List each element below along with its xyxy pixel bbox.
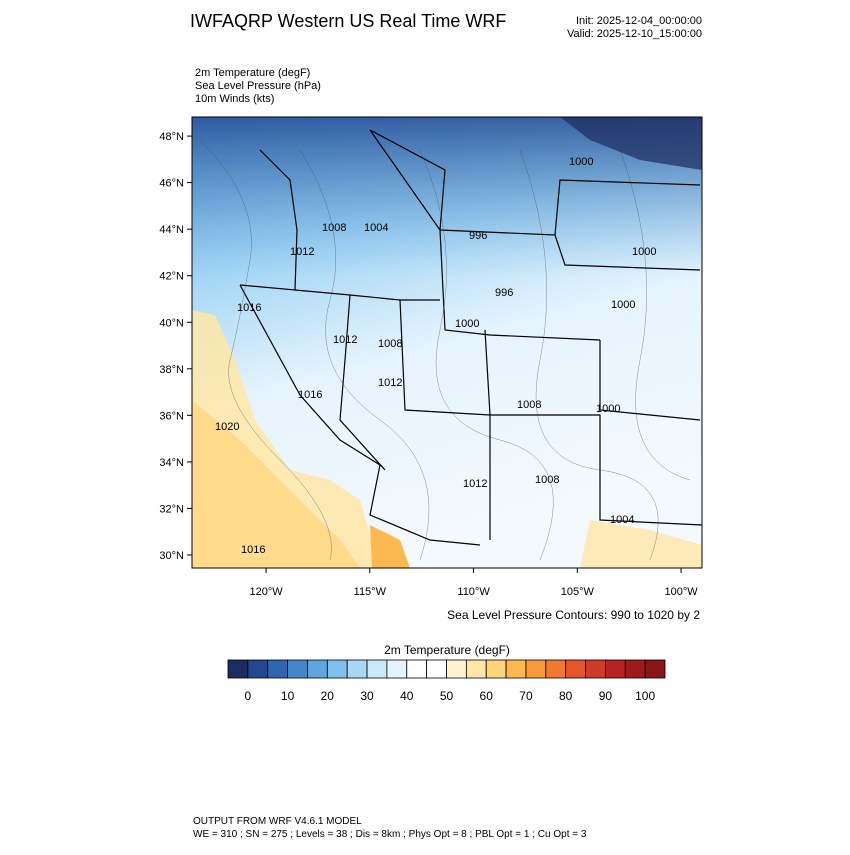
colorbar-box bbox=[247, 659, 269, 679]
field-label: 2m Temperature (degF) bbox=[195, 67, 310, 79]
contour-label: 1016 bbox=[298, 389, 322, 401]
colorbar-label: 70 bbox=[519, 689, 533, 703]
contour-label: 1008 bbox=[535, 474, 559, 486]
contour-label: 1000 bbox=[611, 299, 635, 311]
y-tick-label: 32°N bbox=[159, 503, 184, 515]
contour-labels: 1000 1008 1004 996 1012 1000 996 1000 10… bbox=[215, 156, 656, 556]
x-tick-label: 105°W bbox=[561, 586, 595, 598]
colorbar-box bbox=[446, 659, 467, 679]
contour-label: 996 bbox=[495, 287, 513, 299]
colorbar-box bbox=[644, 659, 666, 679]
footer-line: OUTPUT FROM WRF V4.6.1 MODEL bbox=[193, 816, 362, 827]
colorbar-box bbox=[366, 659, 388, 679]
contour-label: 1012 bbox=[378, 377, 402, 389]
contour-note: Sea Level Pressure Contours: 990 to 1020… bbox=[447, 608, 700, 622]
colorbar-box bbox=[605, 659, 626, 679]
contour-label: 996 bbox=[469, 230, 487, 242]
y-tick-label: 44°N bbox=[159, 224, 184, 236]
contour-label: 1008 bbox=[378, 338, 402, 350]
y-tick-label: 40°N bbox=[159, 317, 184, 329]
colorbar-label: 20 bbox=[321, 689, 335, 703]
colorbar-label: 50 bbox=[440, 689, 454, 703]
init-time: Init: 2025-12-04_00:00:00 bbox=[576, 15, 702, 27]
colorbar-box bbox=[465, 659, 487, 679]
colorbar-box bbox=[426, 659, 447, 679]
contour-label: 1000 bbox=[632, 246, 656, 258]
colorbar-label: 10 bbox=[281, 689, 295, 703]
y-tick-label: 30°N bbox=[159, 550, 184, 562]
colorbar-box bbox=[346, 659, 368, 679]
colorbar-label: 90 bbox=[599, 689, 613, 703]
x-tick-label: 120°W bbox=[250, 586, 284, 598]
colorbar-box bbox=[505, 659, 527, 679]
contour-label: 1000 bbox=[569, 156, 593, 168]
colorbar-label: 30 bbox=[360, 689, 374, 703]
colorbar-label: 0 bbox=[245, 689, 252, 703]
colorbar-box bbox=[545, 659, 567, 679]
contour-label: 1016 bbox=[237, 302, 261, 314]
y-tick-label: 42°N bbox=[159, 271, 184, 283]
field-label: Sea Level Pressure (hPa) bbox=[195, 80, 321, 92]
contour-label: 1004 bbox=[364, 222, 388, 234]
colorbar-box bbox=[585, 659, 606, 679]
colorbar-box bbox=[624, 659, 646, 679]
contour-label: 1000 bbox=[596, 403, 620, 415]
colorbar-box bbox=[525, 659, 547, 679]
y-tick-label: 46°N bbox=[159, 178, 184, 190]
contour-label: 1020 bbox=[215, 421, 239, 433]
colorbar-box bbox=[307, 659, 328, 679]
colorbar-box bbox=[267, 659, 288, 679]
colorbar-label: 100 bbox=[635, 689, 655, 703]
colorbar-box bbox=[386, 659, 408, 679]
colorbar-label: 40 bbox=[400, 689, 414, 703]
title: IWFAQRP Western US Real Time WRF bbox=[190, 11, 506, 31]
colorbar-box bbox=[565, 659, 586, 679]
valid-time: Valid: 2025-12-10_15:00:00 bbox=[567, 28, 702, 40]
colorbar-box bbox=[406, 659, 428, 679]
y-tick-label: 48°N bbox=[159, 131, 184, 143]
y-tick-label: 36°N bbox=[159, 410, 184, 422]
colorbar-box bbox=[287, 659, 308, 679]
field-label: 10m Winds (kts) bbox=[195, 93, 274, 105]
contour-label: 1000 bbox=[455, 318, 479, 330]
map-frame bbox=[191, 116, 703, 569]
colorbar-label: 80 bbox=[559, 689, 573, 703]
contour-label: 1008 bbox=[322, 222, 346, 234]
colorbar-title: 2m Temperature (degF) bbox=[384, 643, 510, 657]
y-tick-label: 38°N bbox=[159, 364, 184, 376]
contour-label: 1004 bbox=[610, 514, 634, 526]
colorbar-box bbox=[326, 659, 348, 679]
map-field bbox=[192, 117, 702, 568]
contour-label: 1008 bbox=[517, 399, 541, 411]
footer-line: WE = 310 ; SN = 275 ; Levels = 38 ; Dis … bbox=[193, 829, 587, 840]
y-tick-label: 34°N bbox=[159, 457, 184, 469]
colorbar-box bbox=[227, 659, 249, 679]
contour-label: 1016 bbox=[241, 544, 265, 556]
colorbar-label: 60 bbox=[480, 689, 494, 703]
contour-label: 1012 bbox=[290, 246, 314, 258]
x-tick-label: 110°W bbox=[457, 586, 490, 598]
contour-label: 1012 bbox=[463, 478, 487, 490]
x-tick-label: 100°W bbox=[664, 586, 698, 598]
x-tick-label: 115°W bbox=[354, 586, 387, 598]
colorbar-box bbox=[485, 659, 507, 679]
contour-label: 1012 bbox=[333, 334, 357, 346]
